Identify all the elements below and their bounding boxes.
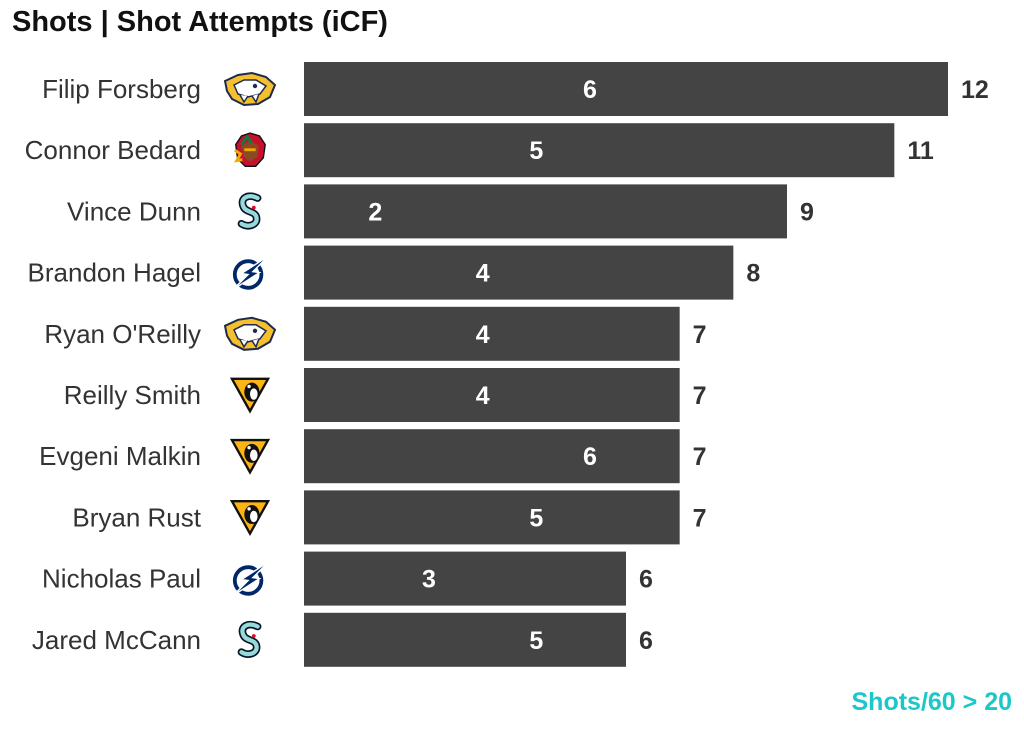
icf-value-label: 7 bbox=[693, 504, 707, 532]
kraken-logo-icon bbox=[241, 196, 257, 225]
shots-value-label: 5 bbox=[529, 504, 543, 532]
shots-value-label: 4 bbox=[476, 321, 490, 349]
shots-value-label: 3 bbox=[422, 566, 436, 594]
shots-value-label: 6 bbox=[583, 76, 597, 104]
player-label: Vince Dunn bbox=[67, 196, 201, 226]
bar bbox=[304, 368, 680, 422]
bars-group: Filip Forsberg 6 12 Connor Bedard 5 11 Vince D… bbox=[25, 62, 989, 667]
player-label: Jared McCann bbox=[32, 625, 201, 655]
icf-value-label: 8 bbox=[746, 260, 760, 288]
player-label: Brandon Hagel bbox=[28, 258, 201, 288]
shots-value-label: 2 bbox=[368, 198, 382, 226]
bar bbox=[304, 429, 680, 484]
bar bbox=[304, 123, 895, 178]
bar bbox=[304, 612, 626, 667]
icf-value-label: 7 bbox=[693, 443, 707, 471]
shots-value-label: 5 bbox=[529, 137, 543, 165]
icf-value-label: 6 bbox=[639, 627, 653, 655]
player-label: Connor Bedard bbox=[25, 135, 201, 165]
shots-value-label: 4 bbox=[476, 260, 490, 288]
bar bbox=[304, 306, 680, 361]
bar bbox=[304, 490, 680, 545]
icf-value-label: 11 bbox=[907, 137, 934, 165]
predators-logo-icon bbox=[223, 71, 277, 107]
icf-value-label: 7 bbox=[693, 321, 707, 349]
player-label: Evgeni Malkin bbox=[39, 441, 201, 471]
shots-value-label: 6 bbox=[583, 443, 597, 471]
player-label: Nicholas Paul bbox=[42, 564, 201, 594]
icf-value-label: 12 bbox=[961, 76, 989, 104]
kraken-logo-icon bbox=[241, 625, 257, 654]
icf-value-label: 6 bbox=[639, 566, 653, 594]
player-label: Filip Forsberg bbox=[42, 74, 201, 104]
bar bbox=[304, 551, 626, 606]
bar bbox=[304, 62, 948, 116]
blackhawks-logo-icon bbox=[235, 133, 265, 166]
shots-value-label: 5 bbox=[529, 627, 543, 655]
predators-logo-icon bbox=[223, 316, 277, 351]
lightning-logo-icon bbox=[233, 256, 268, 289]
player-label: Bryan Rust bbox=[72, 502, 201, 532]
player-label: Ryan O'Reilly bbox=[44, 319, 201, 349]
icf-value-label: 9 bbox=[800, 198, 814, 226]
icf-value-label: 7 bbox=[693, 382, 707, 410]
shots-value-label: 4 bbox=[476, 382, 490, 410]
chart-title: Shots | Shot Attempts (iCF) bbox=[12, 6, 388, 38]
bar bbox=[304, 245, 734, 300]
penguins-logo-icon bbox=[230, 377, 270, 413]
bar bbox=[304, 184, 787, 239]
player-label: Reilly Smith bbox=[64, 380, 201, 410]
lightning-logo-icon bbox=[233, 562, 268, 595]
penguins-logo-icon bbox=[230, 499, 270, 536]
chart-footnote: Shots/60 > 20 bbox=[851, 688, 1013, 716]
penguins-logo-icon bbox=[230, 438, 270, 474]
